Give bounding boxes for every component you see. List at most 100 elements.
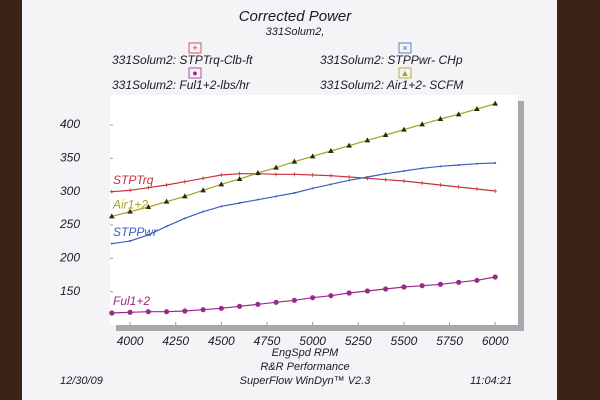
marker [402, 170, 405, 172]
marker [183, 217, 186, 220]
marker [237, 303, 243, 309]
legend-symbol: ▲ [401, 68, 410, 78]
legend-label: 331Solum2: STPPwr- CHp [320, 53, 463, 67]
marker [238, 202, 241, 204]
legend-box [188, 42, 202, 54]
legend-label: 331Solum2: STPTrq-Clb-ft [112, 53, 253, 67]
marker [329, 183, 332, 186]
marker [182, 193, 188, 199]
marker [255, 301, 261, 307]
marker [127, 208, 133, 214]
legend-symbol: + [192, 43, 197, 53]
marker [420, 181, 425, 185]
footer-time: 11:04:21 [470, 375, 512, 387]
marker [437, 116, 444, 121]
legend-label: 331Solum2: Ful1+2-lbs/hr [112, 78, 251, 92]
plot-area [110, 95, 518, 325]
marker [164, 183, 169, 187]
x-axis-label: EngSpd RPM [272, 347, 339, 359]
marker [311, 187, 314, 190]
y-tick-label: 300 [60, 184, 80, 198]
marker [200, 187, 206, 193]
x-tick-label: 5500 [391, 334, 418, 348]
marker [292, 172, 297, 177]
marker [383, 177, 388, 182]
marker [220, 205, 223, 208]
marker [110, 242, 113, 245]
legend-symbol: × [402, 43, 407, 53]
marker [328, 148, 334, 153]
marker [455, 111, 462, 117]
marker [475, 162, 478, 165]
marker [419, 121, 425, 127]
legend-label: 331Solum2: Air1+2- SCFM [320, 78, 463, 92]
series-label: STPPwr [113, 225, 158, 239]
marker [275, 195, 278, 198]
series-label: STPTrq [113, 173, 154, 187]
footer-software: SuperFlow WinDyn™ V2.3 [240, 375, 372, 387]
marker [310, 295, 316, 301]
marker [218, 305, 224, 311]
marker [474, 277, 480, 283]
marker [439, 165, 442, 168]
marker [291, 297, 297, 303]
series-label: Ful1+2 [113, 294, 150, 308]
marker [494, 162, 497, 164]
series-line [111, 276, 496, 314]
marker [457, 164, 460, 166]
marker [366, 176, 369, 178]
series-line [111, 173, 496, 193]
marker [256, 198, 259, 201]
marker [456, 185, 461, 189]
marker [364, 137, 371, 143]
marker [383, 286, 389, 292]
marker [348, 179, 351, 182]
marker [492, 100, 498, 106]
y-tick-label: 200 [59, 251, 80, 265]
x-tick-label: 4000 [117, 334, 144, 348]
marker [147, 234, 150, 236]
marker [200, 307, 206, 313]
marker [401, 126, 407, 132]
marker [474, 106, 480, 111]
y-tick-label: 250 [59, 217, 80, 231]
marker [328, 173, 333, 178]
x-tick-label: 4500 [208, 334, 235, 348]
marker [310, 173, 315, 177]
series-line [111, 162, 496, 245]
marker [419, 283, 425, 289]
marker [255, 170, 261, 175]
marker [109, 189, 114, 194]
x-tick-label: 6000 [482, 334, 509, 348]
marker [182, 179, 187, 184]
legend-box [398, 42, 412, 54]
x-tick-label: 4750 [254, 334, 281, 348]
marker [438, 183, 443, 187]
marker [165, 225, 168, 228]
marker [421, 167, 424, 170]
marker [384, 172, 387, 175]
footer-date: 12/30/09 [60, 375, 103, 387]
marker [237, 171, 242, 176]
y-tick-label: 150 [60, 284, 80, 298]
marker [146, 185, 151, 190]
marker [201, 176, 206, 181]
marker [437, 281, 444, 287]
marker [182, 308, 188, 314]
x-tick-label: 4250 [162, 334, 189, 348]
marker [401, 179, 406, 183]
marker [145, 204, 152, 209]
marker [129, 240, 132, 242]
marker [274, 172, 279, 177]
chart-subtitle: 331Solum2, [266, 26, 325, 38]
marker [128, 188, 133, 193]
legend-symbol: ● [192, 68, 197, 78]
marker [364, 288, 370, 294]
marker [236, 176, 243, 181]
marker [493, 189, 498, 193]
y-tick-label: 350 [60, 151, 80, 165]
marker [293, 192, 296, 194]
chart-title: Corrected Power [239, 8, 353, 25]
